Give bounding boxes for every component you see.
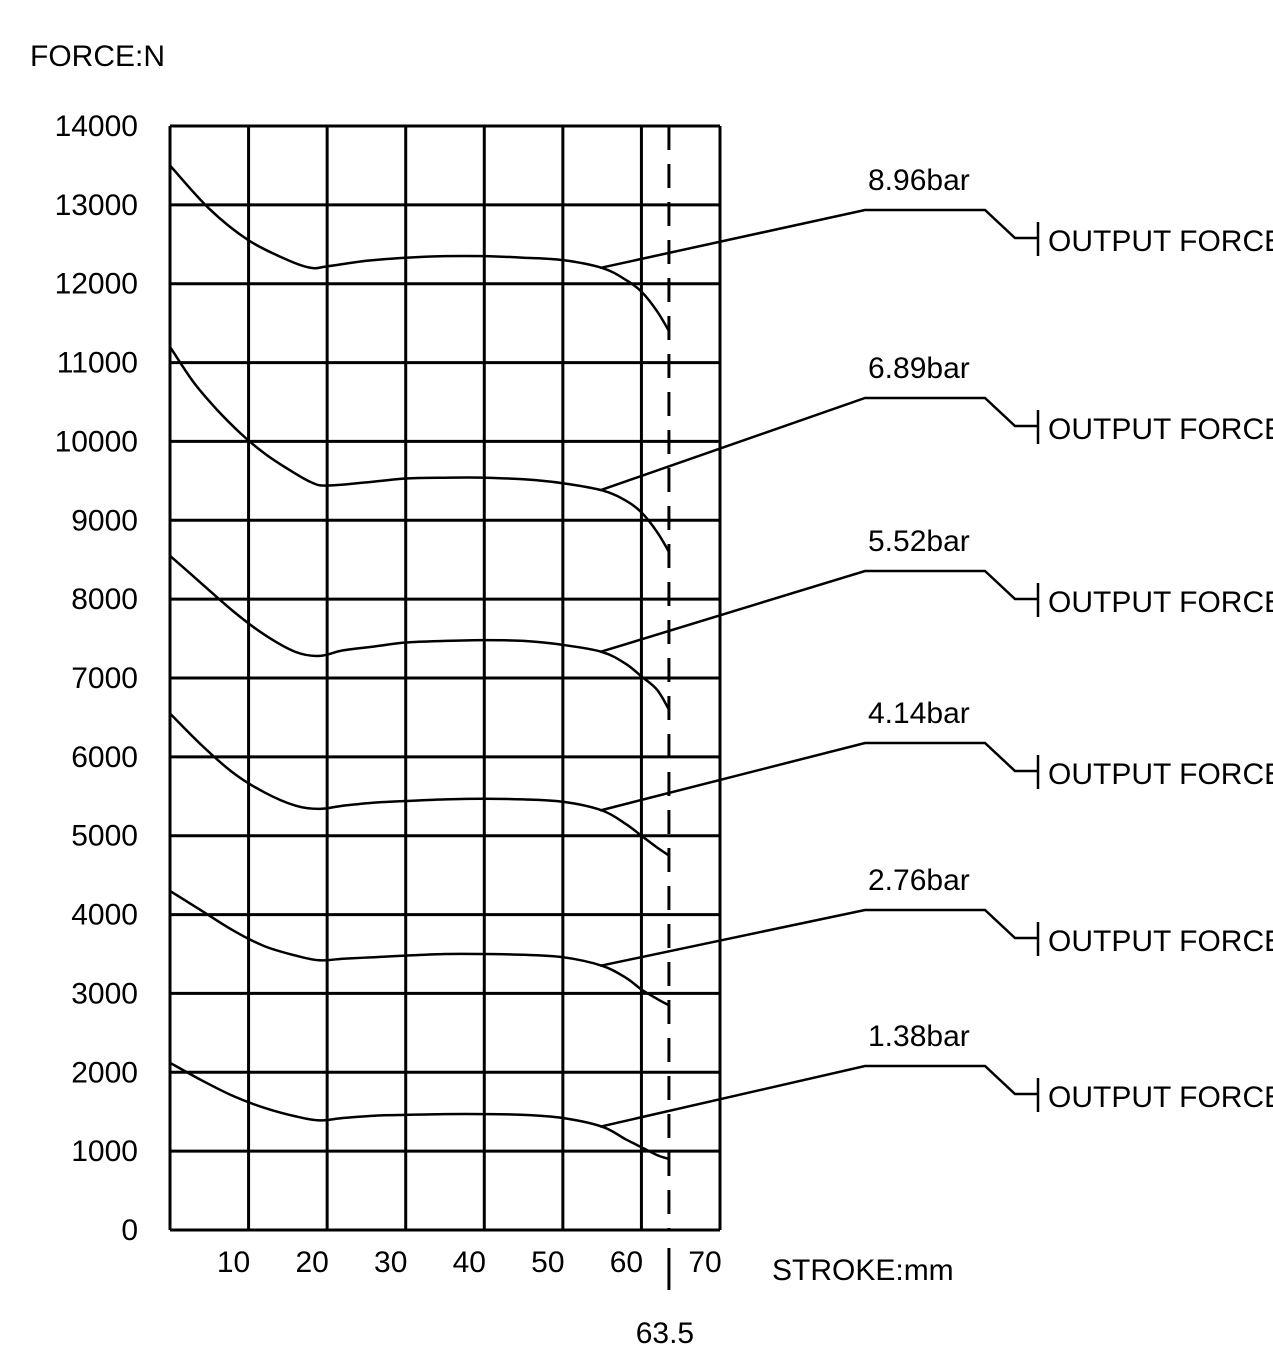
series-line-8.96bar	[169, 164, 670, 332]
plot-grid	[168, 124, 722, 1232]
x-tick-label-70: 70	[688, 1246, 721, 1279]
series-line-5.52bar	[169, 554, 670, 711]
x-tick-labels: 10 20 30 40 50 60 70	[217, 1246, 722, 1279]
leader-line-8.96bar	[599, 208, 1038, 270]
y-tick-label-3000: 3000	[71, 977, 138, 1010]
y-tick-label-9000: 9000	[71, 504, 138, 537]
output-force-label: OUTPUT FORCE	[1048, 925, 1273, 958]
output-force-label: OUTPUT FORCE	[1048, 225, 1273, 258]
y-tick-label-6000: 6000	[71, 741, 138, 774]
y-tick-label-13000: 13000	[55, 189, 138, 222]
series-line-2.76bar	[169, 889, 670, 1007]
y-tick-label-5000: 5000	[71, 820, 138, 853]
series-name-label: 6.89bar	[868, 352, 970, 385]
y-tick-label-7000: 7000	[71, 662, 138, 695]
stroke-limit-label: 63.5	[636, 1317, 694, 1348]
x-tick-label-30: 30	[374, 1246, 407, 1279]
series-lines	[168, 164, 670, 1161]
leader-line-4.14bar	[599, 741, 1038, 812]
series-line-1.38bar	[169, 1061, 670, 1161]
leader-line-1.38bar	[599, 1064, 1038, 1128]
x-tick-label-20: 20	[295, 1246, 328, 1279]
y-tick-label-12000: 12000	[55, 268, 138, 301]
output-force-label: OUTPUT FORCE	[1048, 758, 1273, 791]
y-tick-labels: 0 1000 2000 3000 4000 5000 6000 7000 8000 9000 100…	[55, 110, 138, 1247]
y-tick-label-10000: 10000	[55, 425, 138, 458]
series-name-label: 5.52bar	[868, 525, 970, 558]
series-annotations: 8.96bar OUTPUT FORCE 6.89bar OUTPUT FORCE 5.…	[599, 164, 1273, 1128]
output-force-label: OUTPUT FORCE	[1048, 413, 1273, 446]
output-force-label: OUTPUT FORCE	[1048, 586, 1273, 619]
y-tick-label-1000: 1000	[71, 1135, 138, 1168]
x-tick-label-50: 50	[531, 1246, 564, 1279]
x-tick-label-60: 60	[610, 1246, 643, 1279]
series-name-label: 2.76bar	[868, 864, 970, 897]
series-line-6.89bar	[168, 346, 670, 553]
y-tick-label-11000: 11000	[57, 347, 138, 380]
x-tick-label-10: 10	[217, 1246, 250, 1279]
stroke-limit-marker: 63.5	[636, 126, 694, 1348]
y-tick-label-2000: 2000	[71, 1056, 138, 1089]
series-line-4.14bar	[169, 712, 670, 857]
y-tick-label-14000: 14000	[55, 110, 138, 143]
output-force-label: OUTPUT FORCE	[1048, 1081, 1273, 1114]
y-tick-label-0: 0	[121, 1214, 138, 1247]
leader-line-5.52bar	[599, 569, 1038, 654]
series-name-label: 8.96bar	[868, 164, 970, 197]
leader-line-6.89bar	[599, 396, 1038, 492]
series-name-label: 4.14bar	[868, 697, 970, 730]
y-tick-label-8000: 8000	[71, 583, 138, 616]
y-axis-label: FORCE:N	[30, 40, 165, 73]
series-name-label: 1.38bar	[868, 1020, 970, 1053]
x-tick-label-40: 40	[453, 1246, 486, 1279]
x-axis-label: STROKE:mm	[772, 1254, 954, 1287]
y-tick-label-4000: 4000	[71, 899, 138, 932]
leader-line-2.76bar	[599, 908, 1038, 968]
